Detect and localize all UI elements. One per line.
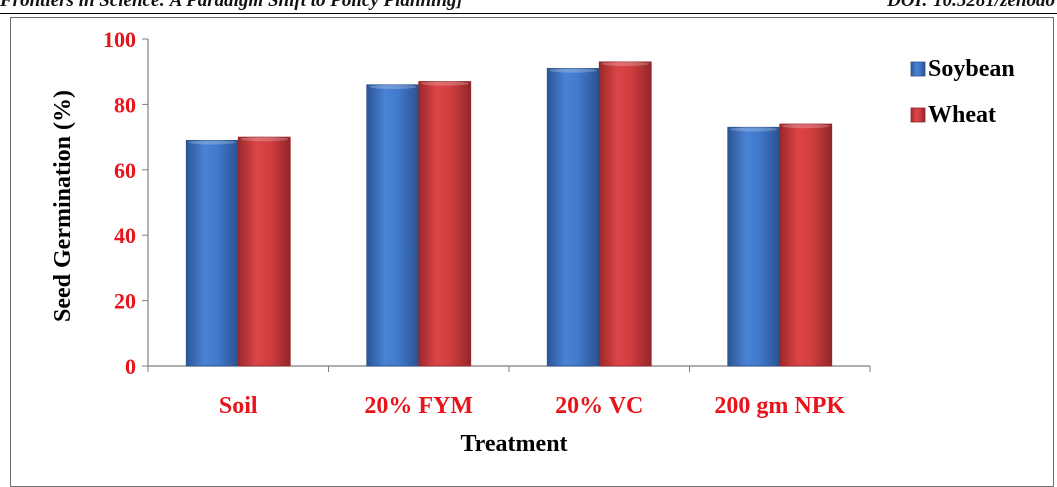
bar-highlight xyxy=(549,68,598,73)
bar-highlight xyxy=(240,136,289,142)
y-axis-title: Seed Germination (%) xyxy=(50,90,76,322)
y-tick-label: 100 xyxy=(103,27,136,52)
y-tick-label: 60 xyxy=(114,158,136,183)
x-tick-label: 20% FYM xyxy=(364,393,473,419)
bar-wheat xyxy=(779,123,833,367)
bar-soybean xyxy=(546,68,600,367)
bar-soybean xyxy=(727,126,781,367)
bar-soybean xyxy=(185,139,239,367)
legend-label-wheat: Wheat xyxy=(928,102,996,128)
x-tick-label: Soil xyxy=(219,393,258,419)
bar-wheat xyxy=(598,61,652,367)
bar-wheat xyxy=(418,81,472,367)
bar-highlight xyxy=(188,140,237,145)
bar-highlight xyxy=(601,61,650,67)
header-doi: DOI: 10.5281/zenodo xyxy=(887,0,1055,11)
y-tick-label: 20 xyxy=(114,289,136,314)
y-tick-label: 40 xyxy=(114,223,136,248)
x-axis-title: Treatment xyxy=(460,431,567,457)
header-rule xyxy=(0,13,1057,14)
y-tick-label: 0 xyxy=(125,354,136,379)
bar-highlight xyxy=(729,127,778,132)
bar-wheat xyxy=(237,136,291,367)
bar-highlight xyxy=(781,123,830,129)
legend-swatch-wheat xyxy=(910,107,926,123)
bars xyxy=(185,61,833,367)
legend-swatch-soybean xyxy=(910,61,926,77)
legend: Soybean Wheat xyxy=(910,56,1015,128)
tick-labels: 0 20 40 60 80 100 Soil 20% FYM 20% VC 200 gm NPK xyxy=(103,27,845,419)
x-tick-label: 200 gm NPK xyxy=(714,393,845,419)
y-tick-label: 80 xyxy=(114,92,136,117)
x-tick-label: 20% VC xyxy=(555,393,643,419)
bar-highlight xyxy=(420,81,469,86)
bar-soybean xyxy=(366,84,420,367)
bar-highlight xyxy=(368,84,417,89)
legend-label-soybean: Soybean xyxy=(928,56,1015,82)
header-journal-title: Frontiers in Science: A Paradigm Shift t… xyxy=(0,0,463,11)
